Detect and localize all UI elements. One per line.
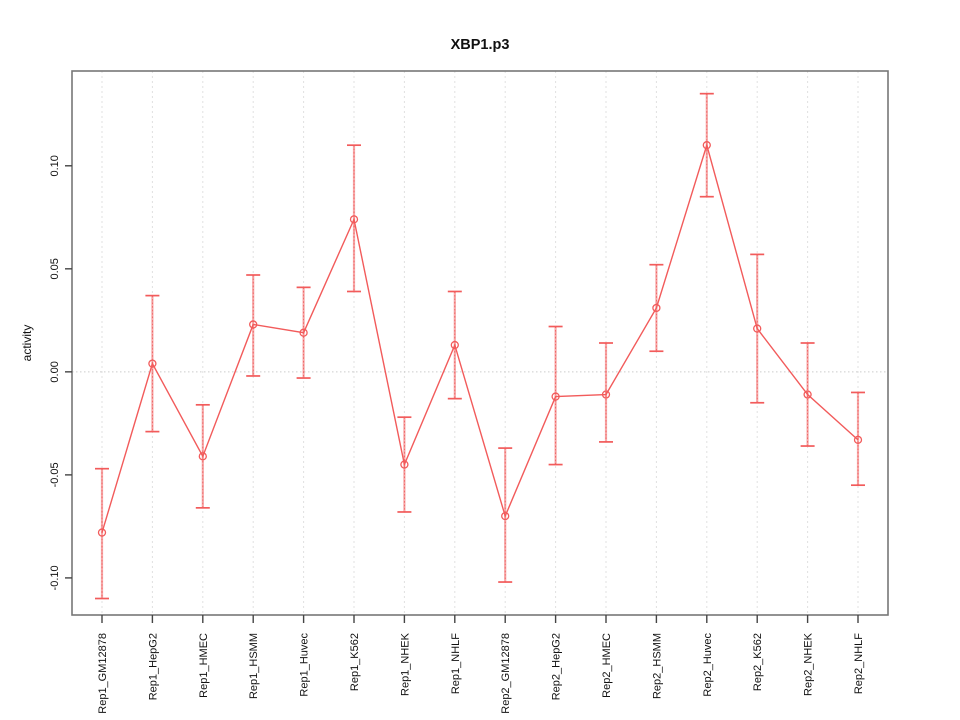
data-point-marker [501, 511, 510, 521]
x-tick-label: Rep2_NHLF [853, 633, 865, 694]
y-tick-label: 0.05 [49, 258, 61, 279]
series-layer [97, 141, 863, 537]
x-tick-label: Rep2_NHEK [803, 632, 815, 696]
data-point-marker [148, 359, 157, 368]
x-tick-label: Rep1_GM12878 [97, 633, 109, 714]
chart-title: XBP1.p3 [451, 37, 510, 53]
tick-label-layer: -0.10 -0.05 0.00 0.05 0.10 Rep1_GM12878 Rep1_H… [49, 155, 865, 714]
data-point-marker [400, 460, 409, 469]
y-tick-label: -0.05 [49, 462, 61, 487]
y-tick-label: -0.10 [49, 565, 61, 590]
data-point-marker [450, 340, 459, 350]
x-tick-label: Rep2_K562 [752, 633, 764, 691]
y-axis-label: activity [20, 325, 34, 362]
x-tick-label: Rep1_HepG2 [147, 633, 159, 700]
plot-box [71, 70, 889, 616]
x-tick-label: Rep2_Huvec [702, 633, 714, 697]
x-tick-label: Rep2_GM12878 [500, 633, 512, 714]
y-tick-label: 0.00 [49, 361, 61, 382]
data-point-marker [652, 303, 661, 313]
x-tick-label: Rep1_NHEK [399, 632, 411, 696]
y-tick-label: 0.10 [49, 155, 61, 176]
data-point-marker [853, 435, 863, 444]
data-point-marker [702, 141, 711, 150]
data-point-marker [551, 392, 560, 401]
error-bar-layer [95, 92, 865, 600]
data-point-marker [349, 215, 359, 224]
x-tick-label: Rep2_HMEC [601, 633, 613, 698]
x-tick-label: Rep1_NHLF [450, 633, 462, 694]
axis-tick-layer [65, 165, 859, 623]
data-point-marker [97, 528, 107, 537]
x-tick-label: Rep1_HSMM [248, 633, 260, 699]
series-line [101, 142, 859, 533]
data-point-marker [249, 320, 258, 329]
x-tick-label: Rep2_HepG2 [551, 633, 563, 700]
data-point-marker [299, 328, 308, 337]
data-point-marker [198, 452, 207, 461]
x-tick-label: Rep1_K562 [349, 633, 361, 691]
x-tick-label: Rep1_HMEC [198, 633, 210, 698]
data-point-marker [753, 324, 762, 333]
plot-box-layer [71, 70, 889, 616]
x-tick-label: Rep2_HSMM [651, 633, 663, 699]
x-tick-label: Rep1_Huvec [299, 633, 311, 697]
gridline-layer [101, 71, 859, 615]
data-point-marker [803, 390, 812, 399]
data-point-marker [601, 390, 611, 399]
